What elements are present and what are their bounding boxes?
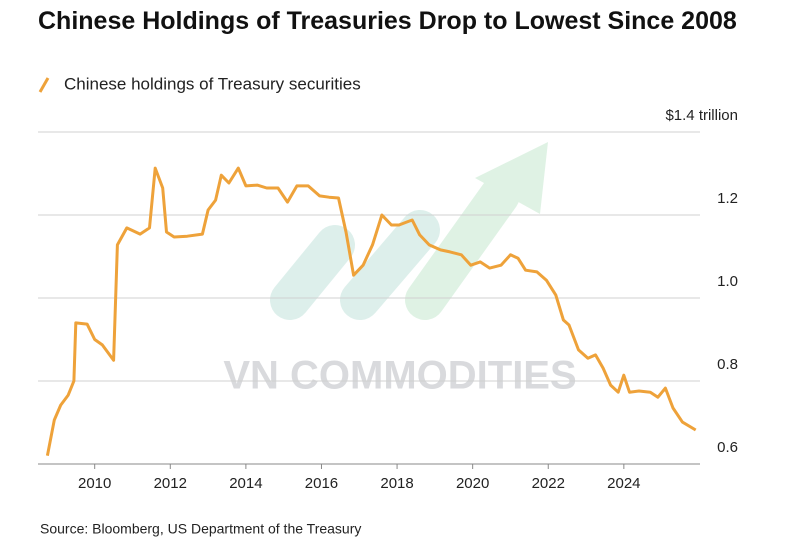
source: Source: Bloomberg, US Department of the … <box>40 521 361 537</box>
y-tick-label: 0.6 <box>717 439 738 456</box>
x-tick-label: 2022 <box>532 475 565 492</box>
x-tick-label: 2014 <box>229 475 262 492</box>
legend-swatch <box>38 77 50 93</box>
y-tick-label: $1.4 trillion <box>665 107 738 124</box>
x-tick-label: 2024 <box>607 475 640 492</box>
watermark: VN COMMODITIES <box>223 354 576 398</box>
y-tick-label: 0.8 <box>717 356 738 373</box>
x-tick-label: 2010 <box>78 475 111 492</box>
legend-label: Chinese holdings of Treasury securities <box>64 74 361 93</box>
y-tick-label: 1.0 <box>717 273 738 290</box>
watermark-arrow <box>270 142 548 320</box>
x-tick-label: 2018 <box>380 475 413 492</box>
x-tick-label: 2012 <box>154 475 187 492</box>
x-tick-label: 2016 <box>305 475 338 492</box>
chart-title: Chinese Holdings of Treasuries Drop to L… <box>38 7 737 35</box>
x-tick-label: 2020 <box>456 475 489 492</box>
y-tick-label: 1.2 <box>717 190 738 207</box>
data-line <box>45 166 697 456</box>
